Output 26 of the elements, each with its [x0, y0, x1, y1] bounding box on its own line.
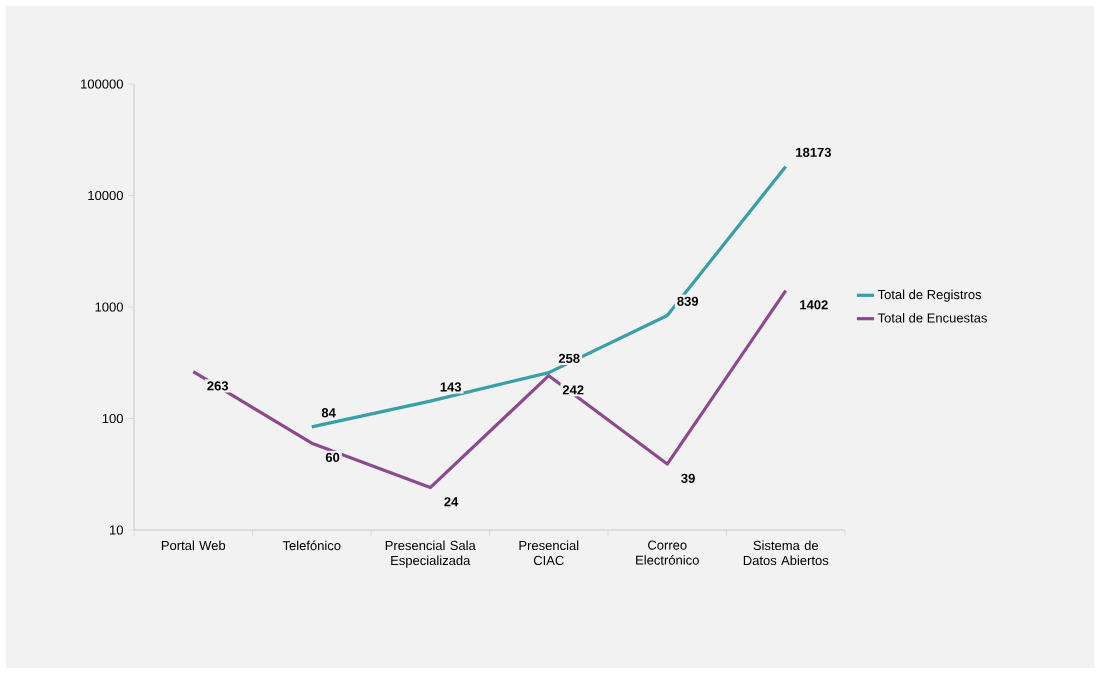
data-label: 242: [562, 385, 584, 395]
y-tick-label: 100: [102, 413, 123, 424]
data-label: 263: [207, 381, 229, 391]
x-tick-label: Telefónico: [282, 540, 341, 551]
data-label: 60: [325, 452, 340, 463]
y-tick-label: 100000: [81, 79, 123, 89]
data-label: 1402: [800, 300, 828, 310]
x-tick-label: Presencial CIAC: [519, 540, 579, 566]
data-label: 24: [444, 497, 459, 507]
data-label: 839: [677, 296, 699, 306]
legend-label: Total de Encuestas: [877, 312, 987, 323]
x-tick-label: Presencial Sala Especializada: [385, 540, 476, 568]
data-label: 39: [681, 473, 695, 483]
data-label: 18173: [796, 147, 832, 157]
y-tick-label: 10000: [88, 190, 123, 201]
y-tick-label: 10: [110, 525, 123, 535]
line-series: [191, 289, 788, 490]
x-tick-label: Portal Web: [161, 540, 226, 551]
x-tick-label: Sistema de Datos Abiertos: [743, 540, 829, 566]
x-tick-label: Correo Electrónico: [636, 540, 699, 565]
data-label: 84: [321, 408, 336, 418]
data-label: 258: [558, 353, 580, 363]
legend-label: Total de Registros: [877, 289, 982, 302]
line-series: [310, 164, 788, 429]
y-tick-label: 1000: [95, 302, 123, 312]
data-label: 143: [440, 382, 462, 392]
